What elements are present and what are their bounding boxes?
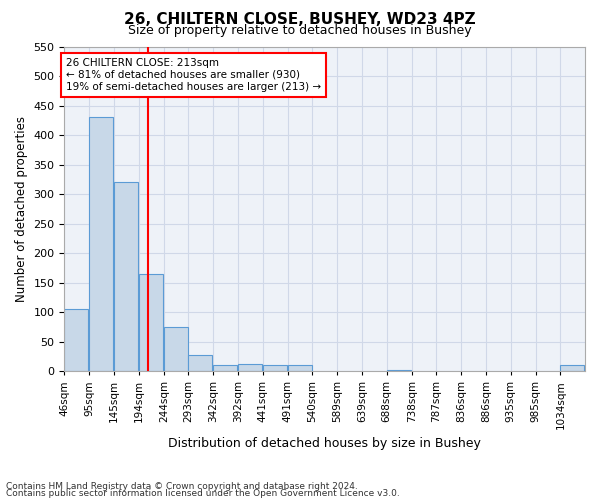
Y-axis label: Number of detached properties: Number of detached properties	[15, 116, 28, 302]
Text: Size of property relative to detached houses in Bushey: Size of property relative to detached ho…	[128, 24, 472, 37]
Bar	[560, 365, 584, 371]
Bar	[114, 182, 138, 371]
Bar	[64, 309, 88, 371]
Bar	[288, 365, 312, 371]
Bar	[139, 274, 163, 371]
Text: 26, CHILTERN CLOSE, BUSHEY, WD23 4PZ: 26, CHILTERN CLOSE, BUSHEY, WD23 4PZ	[124, 12, 476, 28]
Text: Contains public sector information licensed under the Open Government Licence v3: Contains public sector information licen…	[6, 489, 400, 498]
Bar	[164, 327, 188, 371]
X-axis label: Distribution of detached houses by size in Bushey: Distribution of detached houses by size …	[168, 437, 481, 450]
Bar	[387, 370, 411, 371]
Bar	[89, 118, 113, 371]
Bar	[263, 365, 287, 371]
Text: Contains HM Land Registry data © Crown copyright and database right 2024.: Contains HM Land Registry data © Crown c…	[6, 482, 358, 491]
Bar	[238, 364, 262, 371]
Bar	[188, 355, 212, 371]
Bar	[213, 365, 237, 371]
Text: 26 CHILTERN CLOSE: 213sqm
← 81% of detached houses are smaller (930)
19% of semi: 26 CHILTERN CLOSE: 213sqm ← 81% of detac…	[66, 58, 321, 92]
